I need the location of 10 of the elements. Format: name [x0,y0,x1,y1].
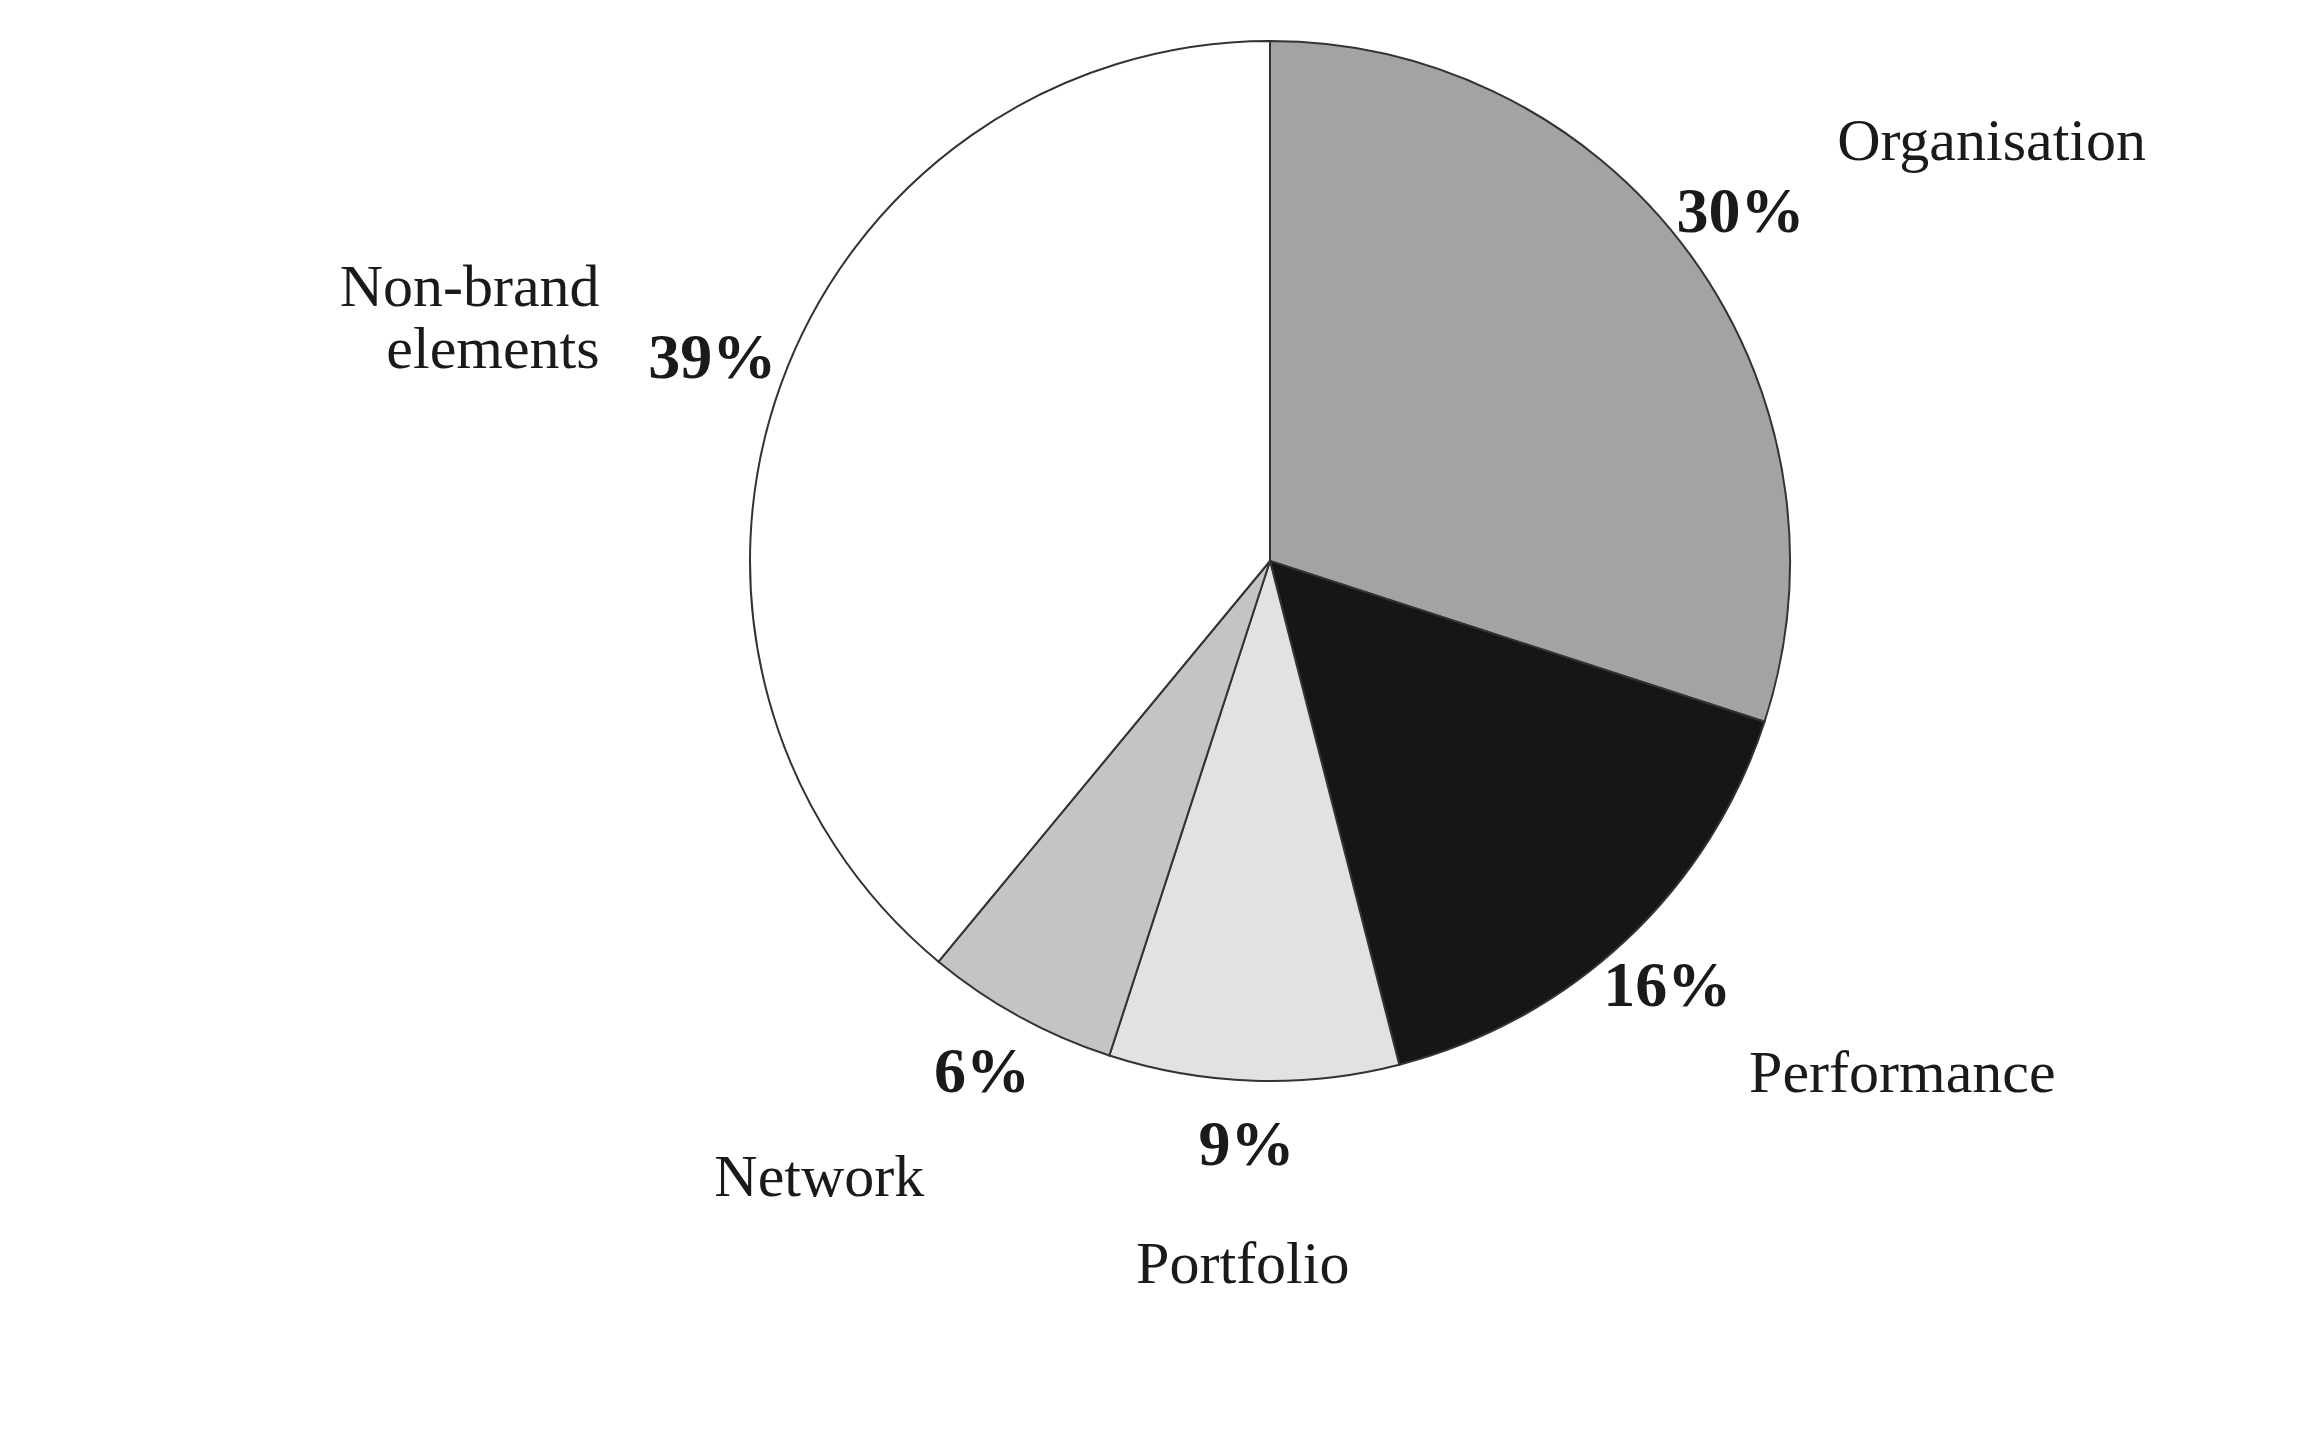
data-label: 6% [933,1035,1030,1107]
slice-label: Network [714,1142,925,1209]
slice-label: Performance [1749,1038,2056,1105]
slice-label: Portfolio [1136,1229,1350,1296]
data-label: 16% [1603,948,1732,1020]
data-label: 9% [1198,1107,1295,1179]
slice-label: Organisation [1837,107,2146,174]
slice-label: Non-brand elements [339,253,600,382]
data-label: 30% [1676,175,1805,247]
data-label: 39% [648,321,777,393]
